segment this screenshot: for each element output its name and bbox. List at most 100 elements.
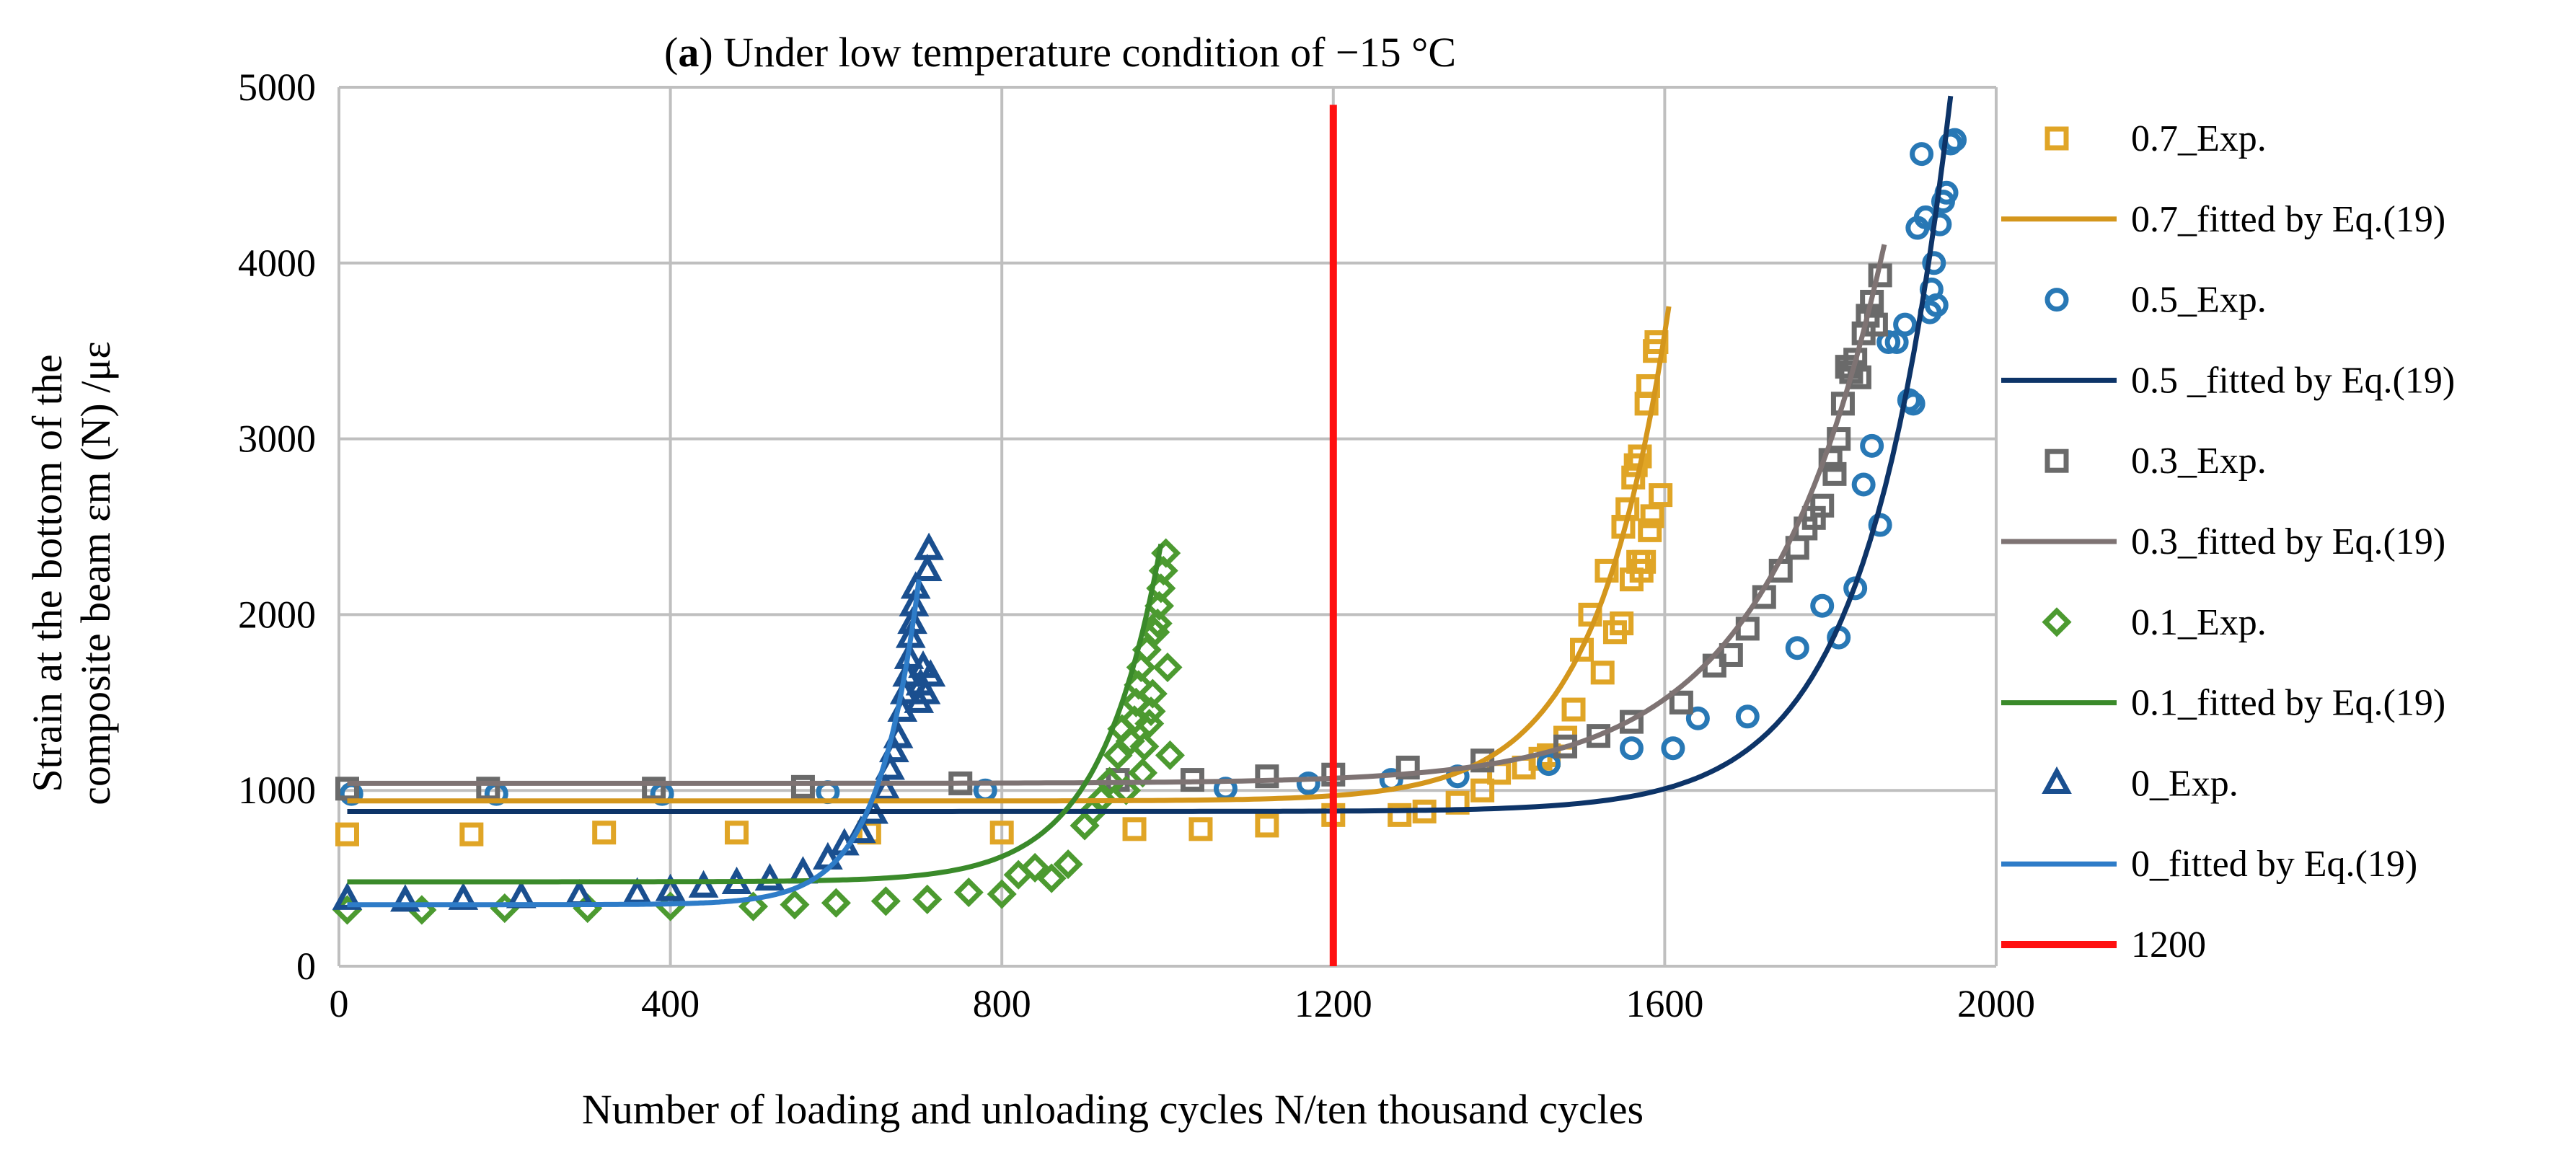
data-point (1822, 461, 1847, 486)
data-point (1561, 697, 1586, 722)
fit-line (347, 95, 1954, 814)
data-point (592, 821, 617, 845)
data-point (1851, 472, 1876, 497)
series-0-5-fitted-by-Eq-19- (347, 95, 1954, 814)
series-0-7-fitted-by-Eq-19- (347, 306, 1672, 804)
data-point (1122, 817, 1147, 841)
x-tick-label: 1200 (1294, 982, 1372, 1025)
data-point (1685, 706, 1710, 730)
series-0-1-fitted-by-Eq-19- (347, 543, 1164, 885)
data-point (1137, 679, 1168, 709)
legend-label: 0.7_Exp. (2131, 118, 2267, 159)
data-point (1860, 433, 1884, 458)
grid (338, 86, 1998, 968)
legend-label: 0.7_fitted by Eq.(19) (2131, 199, 2445, 240)
legend: 0.7_Exp. 0.7_fitted by Eq.(19) 0.5_Exp. 0.5… (2001, 118, 2455, 965)
data-point (335, 777, 359, 801)
data-point (1922, 251, 1946, 275)
y-tick-label: 3000 (238, 417, 316, 461)
legend-marker (2042, 607, 2072, 637)
data-point (1590, 660, 1615, 685)
data-point (332, 882, 363, 910)
legend-label: 1200 (2131, 924, 2206, 965)
legend-marker (2042, 766, 2072, 794)
chart-title-bold: a (678, 29, 699, 76)
data-point (459, 822, 484, 847)
data-point (870, 886, 901, 916)
data-point (1115, 726, 1145, 756)
legend-label: 0_Exp. (2131, 763, 2238, 804)
y-tick-label: 2000 (238, 593, 316, 636)
legend-item: 1200 (2001, 924, 2206, 965)
data-point (1142, 609, 1173, 639)
data-point (1537, 752, 1561, 777)
data-point (1638, 518, 1662, 542)
data-point (1255, 764, 1279, 789)
y-tick-label: 4000 (238, 242, 316, 285)
legend-label: 0.3_fitted by Eq.(19) (2131, 521, 2445, 562)
data-point (655, 873, 686, 901)
data-point (1136, 696, 1166, 727)
y-tick-label: 5000 (238, 66, 316, 109)
chart-title-rest: ) Under low temperature condition of −15… (699, 29, 1456, 76)
data-point (564, 878, 595, 907)
data-point (1924, 293, 1949, 317)
data-point (642, 777, 666, 801)
data-point (1830, 392, 1855, 416)
data-point (1570, 637, 1594, 662)
legend-item: 0.5_Exp. (2045, 280, 2267, 321)
data-point (894, 641, 925, 669)
data-point (1893, 312, 1918, 337)
data-point (1470, 748, 1495, 773)
data-point (1810, 493, 1835, 518)
data-point (1735, 704, 1760, 729)
data-point (622, 877, 653, 905)
x-tick-label: 400 (641, 982, 700, 1025)
legend-label: 0_fitted by Eq.(19) (2131, 844, 2417, 885)
data-point (987, 879, 1017, 909)
data-point (915, 659, 946, 687)
fit-line (347, 579, 922, 908)
data-point (1586, 724, 1610, 748)
data-point (725, 821, 749, 845)
data-point (1395, 756, 1420, 780)
x-tick-label: 800 (973, 982, 1031, 1025)
data-point (738, 891, 769, 921)
data-point (1876, 330, 1901, 355)
data-point (914, 532, 944, 560)
data-point (1255, 813, 1279, 838)
data-point (1649, 483, 1673, 508)
legend-item: 0.7_fitted by Eq.(19) (2001, 199, 2445, 240)
series-0-fitted-by-Eq-19- (347, 579, 922, 908)
data-point (1129, 731, 1160, 761)
data-point (390, 884, 420, 912)
data-point (476, 777, 500, 801)
data-point (1470, 778, 1495, 803)
legend-label: 0.1_Exp. (2131, 602, 2267, 643)
legend-label: 0.1_fitted by Eq.(19) (2131, 683, 2445, 724)
data-point (1053, 849, 1083, 880)
fit-line (347, 543, 1164, 885)
legend-item: 0_Exp. (2042, 763, 2238, 804)
series-0-Exp- (332, 532, 946, 912)
data-point (1619, 736, 1644, 761)
data-point (910, 676, 941, 704)
data-point (1388, 803, 1412, 827)
data-point (1661, 736, 1685, 761)
legend-item: 0.1_fitted by Eq.(19) (2001, 683, 2445, 724)
data-point (989, 821, 1014, 845)
data-point (821, 888, 851, 918)
y-tick-label: 0 (296, 945, 316, 988)
data-point (1669, 690, 1693, 715)
x-tick-label: 1600 (1626, 982, 1703, 1025)
legend-item: 0.5 _fitted by Eq.(19) (2001, 360, 2455, 401)
chart-title-prefix: ( (664, 29, 678, 76)
data-point (1928, 212, 1952, 237)
data-point (790, 774, 815, 799)
legend-item: 0.7_Exp. (2045, 118, 2267, 159)
data-point (1152, 652, 1183, 683)
data-point (1719, 642, 1743, 667)
data-point (1810, 593, 1835, 618)
data-point (1610, 611, 1634, 636)
